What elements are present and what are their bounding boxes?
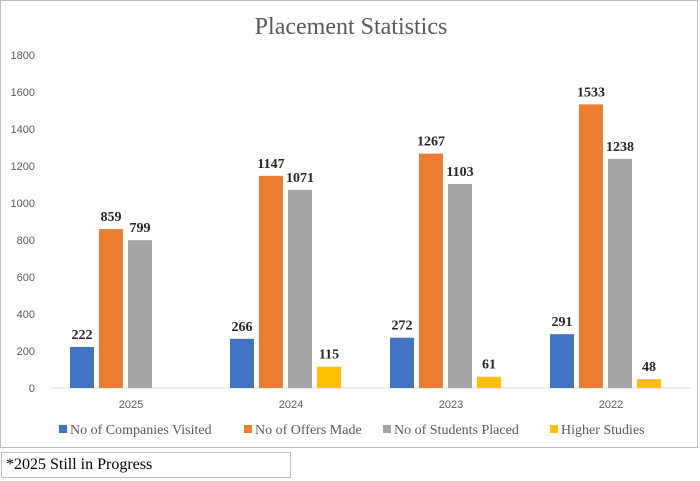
x-tick-label: 2022 <box>599 399 623 411</box>
y-tick-label: 1600 <box>11 87 35 99</box>
y-tick-label: 200 <box>17 346 35 358</box>
bar <box>419 153 443 388</box>
data-label: 291 <box>552 315 573 330</box>
data-label: 266 <box>232 320 253 335</box>
y-tick-label: 0 <box>29 383 35 395</box>
bar <box>288 189 312 388</box>
data-label: 799 <box>130 221 151 236</box>
legend-swatch <box>59 425 67 433</box>
y-tick-label: 800 <box>17 235 35 247</box>
bar <box>477 376 501 388</box>
legend-label: No of Companies Visited <box>70 423 212 438</box>
y-tick-label: 600 <box>17 272 35 284</box>
chart-frame: Placement Statistics 0 200 400 600 800 1000 12… <box>0 0 698 448</box>
data-label: 222 <box>72 328 93 343</box>
y-tick-label: 1000 <box>11 198 35 210</box>
data-label: 61 <box>482 358 496 373</box>
data-label: 1267 <box>417 135 445 150</box>
bar <box>390 337 414 388</box>
y-tick-label: 1200 <box>11 161 35 173</box>
data-label: 1238 <box>606 140 634 155</box>
bar <box>579 104 603 389</box>
data-label: 859 <box>101 210 122 225</box>
y-tick-label: 1800 <box>11 50 35 62</box>
data-label: 1147 <box>257 157 284 172</box>
legend-label: Higher Studies <box>561 423 645 438</box>
bar <box>70 346 94 388</box>
y-tick-label: 400 <box>17 309 35 321</box>
y-axis: 0 200 400 600 800 1000 1200 1400 1600 1800 <box>11 50 35 395</box>
x-tick-label: 2025 <box>119 399 143 411</box>
bar <box>608 158 632 388</box>
x-axis: 2025 2024 2023 2022 <box>51 387 691 411</box>
legend-swatch <box>244 425 252 433</box>
bars <box>70 104 661 389</box>
chart-title: Placement Statistics <box>255 14 448 40</box>
bar <box>230 338 254 388</box>
legend-label: No of Offers Made <box>255 423 362 438</box>
y-tick-label: 1400 <box>11 124 35 136</box>
legend-label: No of Students Placed <box>394 423 519 438</box>
legend-swatch <box>550 425 558 433</box>
bar <box>550 334 574 388</box>
bar <box>99 229 123 388</box>
data-label: 1533 <box>577 85 605 100</box>
legend: No of Companies Visited No of Offers Made… <box>59 423 645 438</box>
bar-chart: Placement Statistics 0 200 400 600 800 1000 12… <box>11 14 691 438</box>
bar <box>637 379 661 388</box>
x-tick-label: 2024 <box>279 399 303 411</box>
legend-swatch <box>383 425 391 433</box>
bar <box>317 366 341 388</box>
data-label: 115 <box>319 348 339 363</box>
bar <box>448 183 472 388</box>
data-label: 1071 <box>286 171 314 186</box>
bar <box>128 240 152 388</box>
bar <box>259 175 283 388</box>
x-tick-label: 2023 <box>439 399 463 411</box>
data-label: 1103 <box>446 165 473 180</box>
data-label: 272 <box>392 319 413 334</box>
data-label: 48 <box>642 360 656 375</box>
footnote: *2025 Still in Progress <box>1 452 291 478</box>
